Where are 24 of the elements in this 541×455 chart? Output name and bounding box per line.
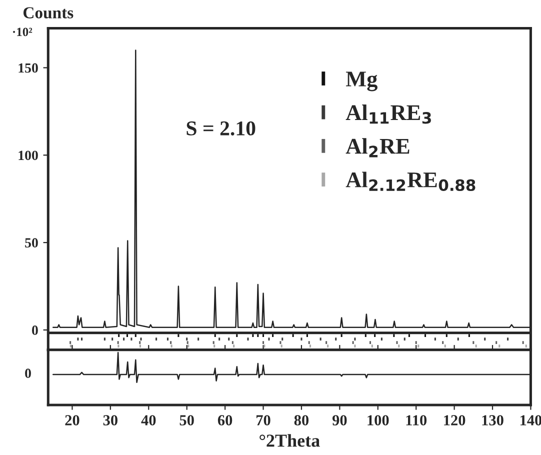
y-tick-label: 0 [32, 326, 38, 335]
legend-label: Al$_{11}$RE$_{3}$ [346, 104, 431, 124]
x-tick-label: 70 [256, 415, 270, 426]
x-tick-label: 30 [103, 415, 118, 426]
y-tick-label: 50 [25, 238, 38, 248]
x-axis-title: °2Theta [260, 434, 320, 447]
x-tick-label: 90 [332, 415, 347, 426]
x-tick-label: 20 [65, 415, 80, 426]
legend-label: Mg [346, 72, 378, 92]
x-tick-label: 50 [180, 415, 194, 426]
annotation: S = 2.10 [186, 121, 256, 136]
text: ·10² [13, 28, 32, 36]
x-tick-label: 60 [218, 415, 232, 426]
x-tick-label: 110 [406, 415, 427, 426]
y-tick-label: 150 [18, 63, 38, 73]
x-tick-label: 80 [294, 415, 309, 426]
x-tick-label: 130 [482, 415, 504, 426]
legend-label: Al$_{2.12}$RE$_{0.88}$ [346, 172, 476, 192]
x-tick-label: 120 [444, 415, 466, 426]
x-tick-label: 40 [141, 415, 156, 426]
legend-label: Al$_{2}$RE [346, 138, 410, 158]
x-tick-label: 100 [368, 415, 389, 426]
y-axis-title: Counts [23, 7, 74, 18]
y-tick-label: 100 [18, 150, 38, 160]
